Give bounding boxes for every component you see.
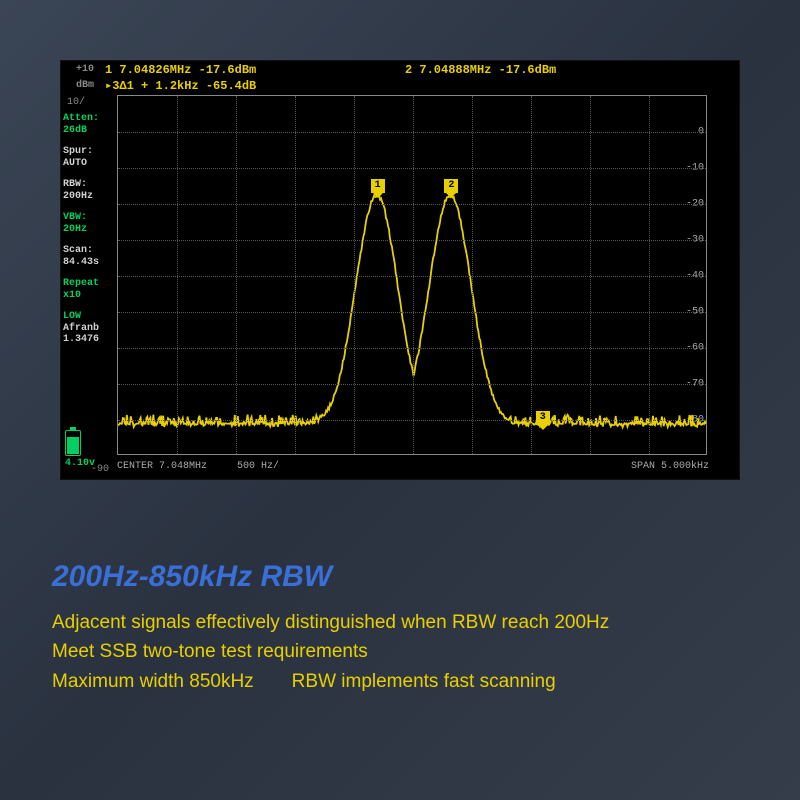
atten-value: 26dB xyxy=(63,125,113,137)
caption-line-3: Maximum width 850kHz RBW implements fast… xyxy=(52,667,760,696)
repeat-value: x10 xyxy=(63,290,113,302)
ref-neg90: -90 xyxy=(91,464,109,475)
afr-label: Afranb xyxy=(63,323,113,335)
hz-per-div: 500 Hz/ xyxy=(237,461,279,472)
repeat-label: Repeat xyxy=(63,278,113,290)
spur-value: AUTO xyxy=(63,158,113,170)
bottom-readout-bar: CENTER 7.048MHz 500 Hz/ SPAN 5.000kHz xyxy=(117,457,709,475)
rbw-value: 200Hz xyxy=(63,191,113,203)
trace-svg xyxy=(118,96,706,454)
marker-flag-2: 2 xyxy=(444,179,458,193)
spectrum-analyzer-screen: +10 1 7.04826MHz -17.6dBm 2 7.04888MHz -… xyxy=(60,60,740,480)
caption-title: 200Hz-850kHz RBW xyxy=(52,560,760,594)
marker-flag-3: 3 xyxy=(536,411,550,425)
rbw-label: RBW: xyxy=(63,179,113,191)
unit-dbm: dBm xyxy=(65,79,105,95)
spur-label: Spur: xyxy=(63,146,113,158)
marker-1-readout: 1 7.04826MHz -17.6dBm xyxy=(105,63,365,79)
vbw-label: VBW: xyxy=(63,212,113,224)
vbw-value: 20Hz xyxy=(63,224,113,236)
low-label: LOW xyxy=(63,311,113,323)
battery-icon xyxy=(65,430,81,456)
caption-block: 200Hz-850kHz RBW Adjacent signals effect… xyxy=(52,560,760,696)
ref-plus10: +10 xyxy=(65,63,105,79)
left-param-panel: Atten:26dB Spur:AUTO RBW:200Hz VBW:20Hz … xyxy=(63,113,113,356)
delta-marker-readout: ▸3Δ1 + 1.2kHz -65.4dB xyxy=(105,79,256,95)
atten-label: Atten: xyxy=(63,113,113,125)
scan-value: 84.43s xyxy=(63,257,113,269)
spectrum-plot: 0-10-20-30-40-50-60-70-80 123 xyxy=(117,95,707,455)
marker-flag-1: 1 xyxy=(371,179,385,193)
marker-readout-bar: +10 1 7.04826MHz -17.6dBm 2 7.04888MHz -… xyxy=(61,61,739,95)
center-freq: CENTER 7.048MHz xyxy=(117,461,207,472)
caption-line-2: Meet SSB two-tone test requirements xyxy=(52,637,760,666)
db-per-div: 10/ xyxy=(67,97,85,108)
marker-2-readout: 2 7.04888MHz -17.6dBm xyxy=(405,63,556,79)
scan-label: Scan: xyxy=(63,245,113,257)
afr-value: 1.3476 xyxy=(63,334,113,346)
caption-line-1: Adjacent signals effectively distinguish… xyxy=(52,608,760,637)
span-readout: SPAN 5.000kHz xyxy=(631,461,709,472)
